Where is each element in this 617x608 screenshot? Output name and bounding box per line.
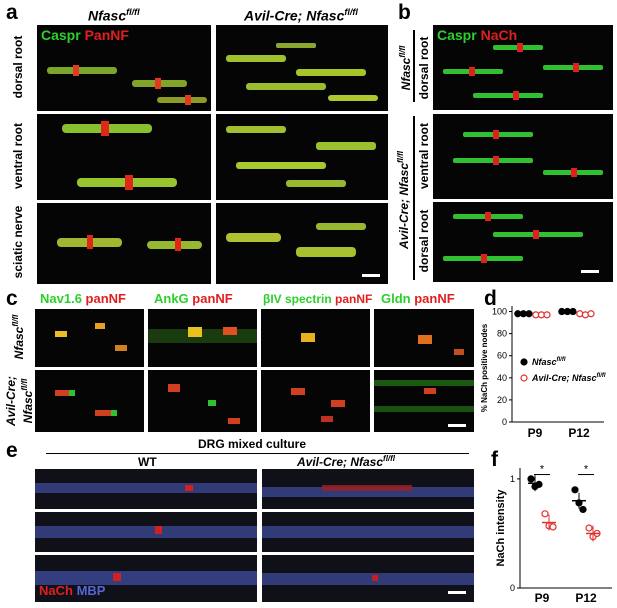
panel-b-label: b <box>398 1 411 24</box>
panel-a-image-r1c2 <box>216 25 388 111</box>
panel-e-image-r3c1: NaCh MBP <box>35 555 257 602</box>
f-data-point <box>527 475 535 483</box>
f-y-tick-label: 1 <box>510 474 515 484</box>
panel-c-label: c <box>6 287 18 310</box>
panel-e-scale-bar <box>448 591 466 594</box>
panel-a-col2-title: Avil-Cre; Nfascfl/fl <box>244 7 358 24</box>
panel-d-label: d <box>484 287 497 310</box>
panel-b-image-2 <box>433 114 613 199</box>
f-x-tick-label: P12 <box>575 591 597 605</box>
panel-b-row-label-1: dorsal root <box>417 36 431 100</box>
panel-e-image-r1c2 <box>262 469 474 509</box>
panel-a-scale-bar <box>362 274 380 277</box>
panel-e-image-r2c2 <box>262 512 474 552</box>
panel-c-image-r2c2 <box>148 370 257 432</box>
panel-c-stain-3: βIV spectrin panNF <box>263 292 373 306</box>
panel-b-row-label-2: ventral root <box>417 123 431 190</box>
panel-a-row-label-2: ventral root <box>11 123 25 190</box>
f-y-axis-title: NaCh intensity <box>495 489 507 567</box>
panel-e-col1-title: WT <box>138 455 157 469</box>
panel-c-stain-1: Nav1.6 panNF <box>40 291 126 306</box>
panel-a-image-r2c1 <box>37 114 211 200</box>
panel-a-image-r3c1 <box>37 203 211 284</box>
panel-c-row-label-2: Avil-Cre; Nfascfl/fl <box>4 376 35 427</box>
f-data-point <box>585 524 593 532</box>
panel-c-image-r1c2 <box>148 309 257 367</box>
d-legend-name: Avil-Cre; Nfasc <box>531 373 597 383</box>
d-y-tick-label: 80 <box>497 329 507 339</box>
d-data-point <box>543 311 551 319</box>
panel-a-row-label-3: sciatic nerve <box>11 205 25 279</box>
d-y-tick-label: 100 <box>492 307 507 317</box>
panel-c-row-label-1: Nfascfl/fl <box>11 314 26 360</box>
d-legend-sup: fl/fl <box>557 357 566 363</box>
panel-a-label: a <box>6 1 18 24</box>
panel-c-image-r2c1 <box>35 370 144 432</box>
panel-e-image-r1c1 <box>35 469 257 509</box>
f-data-point <box>541 510 549 518</box>
d-y-axis-title: % NaCh positive nodes <box>480 323 489 412</box>
panel-c-scale-bar <box>448 424 466 427</box>
f-data-point <box>579 505 587 514</box>
panel-b-group2-label: Avil-Cre; Nfascfl/fl <box>396 150 411 250</box>
d-data-point <box>576 310 584 318</box>
panel-b-image-1: Caspr NaCh <box>433 25 613 110</box>
panel-e-label: e <box>6 439 18 462</box>
d-data-point <box>587 310 595 318</box>
d-legend-sup: fl/fl <box>597 373 606 379</box>
f-significance-star: * <box>584 464 589 476</box>
d-y-tick-label: 0 <box>502 417 507 427</box>
panel-e-image-r3c2 <box>262 555 474 602</box>
f-x-tick-label: P9 <box>535 591 550 605</box>
d-data-point <box>581 311 590 319</box>
panel-c-image-r1c3 <box>261 309 370 367</box>
panel-e-stain-label: NaCh MBP <box>39 583 106 598</box>
panel-e-col2-title: Avil-Cre; Nfascfl/fl <box>297 454 396 469</box>
d-legend-label: Avil-Cre; Nfascfl/fl <box>531 373 606 383</box>
panel-b-row-label-3: dorsal root <box>417 209 431 273</box>
d-x-tick-label: P12 <box>568 426 590 440</box>
panel-a-image-r3c2 <box>216 203 388 284</box>
panel-a-row-label-1: dorsal root <box>11 35 25 99</box>
panel-a-image-r2c2 <box>216 114 388 200</box>
panel-a-stain-label: Caspr PanNF <box>41 27 129 43</box>
panel-b-scale-bar <box>581 270 599 273</box>
f-y-tick-label: 0 <box>510 583 515 593</box>
d-data-point <box>569 307 577 316</box>
panel-d-chart: 0 20 40 60 80 100% NaCh positive nodes P9 P12 Nf… <box>480 306 606 440</box>
panel-f-label: f <box>491 448 498 471</box>
panel-e-culture-title: DRG mixed culture <box>198 437 307 451</box>
panel-c-image-r2c4 <box>374 370 474 432</box>
panel-c-stain-2: AnkG panNF <box>154 291 233 306</box>
panel-a-col1-title: Nfascfl/fl <box>88 7 140 24</box>
panel-b-stain-label: Caspr NaCh <box>437 27 518 43</box>
d-y-tick-label: 60 <box>497 351 507 361</box>
d-legend-name: Nfasc <box>532 357 557 367</box>
panel-e-image-r2c1 <box>35 512 257 552</box>
d-data-point <box>525 310 533 318</box>
f-significance-star: * <box>540 464 545 476</box>
f-data-point <box>571 486 579 494</box>
f-data-point <box>549 523 557 531</box>
panel-c-stain-4: Gldn panNF <box>381 291 455 306</box>
panel-a-image-r1c1: Caspr PanNF <box>37 25 211 111</box>
d-y-tick-label: 20 <box>497 395 507 405</box>
panel-c-image-r1c4 <box>374 309 474 367</box>
panel-e-title-rule <box>46 453 469 454</box>
d-legend-marker <box>520 374 528 382</box>
d-legend-label: Nfascfl/fl <box>532 357 566 367</box>
d-x-tick-label: P9 <box>528 426 543 440</box>
f-data-point <box>535 480 543 488</box>
panel-b-group2-divider <box>413 116 415 280</box>
panel-c-image-r2c3 <box>261 370 370 432</box>
panel-b-image-3 <box>433 202 613 282</box>
panel-b-group1-label: Nfascfl/fl <box>398 45 413 91</box>
panel-b-group1-divider <box>413 30 415 102</box>
panel-c-image-r1c1 <box>35 309 144 367</box>
d-y-tick-label: 40 <box>497 373 507 383</box>
d-legend-marker <box>520 358 528 366</box>
